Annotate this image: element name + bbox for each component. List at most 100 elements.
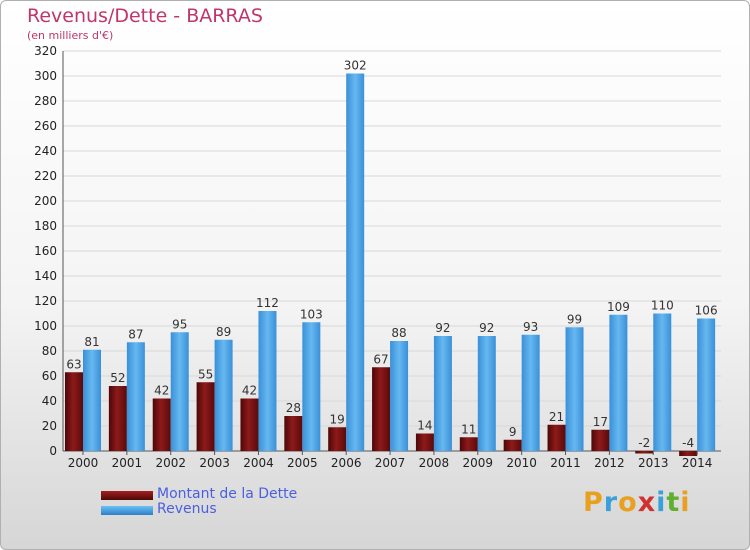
bar-dette: [679, 451, 698, 456]
bar-revenus: [83, 349, 101, 451]
logo-letter: r: [603, 487, 619, 518]
y-tick-label: 40: [42, 394, 57, 408]
bar-revenus: [170, 332, 189, 451]
x-tick-label: 2006: [331, 456, 362, 470]
x-tick-label: 2009: [463, 456, 494, 470]
bar-revenus: [477, 336, 496, 451]
x-tick-label: 2014: [682, 456, 713, 470]
y-tick-label: 280: [34, 94, 57, 108]
bar-dette: [415, 433, 434, 451]
bar-dette: [152, 398, 171, 451]
data-label-revenus: 99: [567, 312, 582, 326]
x-tick-label: 2007: [375, 456, 406, 470]
legend-swatch-revenus: [101, 506, 153, 515]
data-label-dette: 14: [417, 419, 432, 433]
data-label-dette: 42: [242, 384, 257, 398]
data-label-dette: 63: [66, 357, 81, 371]
data-label-dette: 28: [286, 401, 301, 415]
data-label-revenus: 92: [435, 321, 450, 335]
data-label-dette: 67: [373, 352, 388, 366]
bar-revenus: [302, 322, 321, 451]
logo-letter: P: [583, 487, 604, 518]
bar-revenus: [126, 342, 145, 451]
bar-revenus: [697, 318, 716, 451]
data-label-revenus: 302: [344, 59, 367, 73]
x-tick-label: 2000: [68, 456, 99, 470]
y-tick-label: 240: [34, 144, 57, 158]
logo-letter: i: [656, 487, 667, 518]
y-tick-label: 60: [42, 369, 57, 383]
data-label-dette: 52: [110, 371, 125, 385]
x-tick-label: 2005: [287, 456, 318, 470]
chart-title: Revenus/Dette - BARRAS: [27, 5, 263, 27]
bar-revenus: [214, 339, 233, 451]
bar-dette: [284, 416, 303, 451]
legend-swatch-dette: [101, 491, 153, 500]
x-tick-label: 2004: [243, 456, 274, 470]
bar-dette: [547, 424, 566, 451]
data-label-revenus: 103: [300, 307, 323, 321]
y-tick-label: 0: [49, 444, 57, 458]
data-label-dette: -2: [638, 436, 650, 450]
legend-label-dette: Montant de la Dette: [157, 486, 298, 502]
legend-label-revenus: Revenus: [157, 501, 217, 517]
bar-dette: [459, 437, 478, 451]
bar-dette: [591, 429, 610, 451]
data-label-dette: 17: [593, 415, 608, 429]
bar-dette: [65, 372, 83, 451]
data-label-revenus: 112: [256, 296, 279, 310]
y-tick-label: 100: [34, 319, 57, 333]
data-label-revenus: 110: [651, 299, 674, 313]
logo-letter: x: [637, 487, 657, 518]
bar-revenus: [390, 341, 409, 451]
x-tick-label: 2002: [155, 456, 186, 470]
bar-dette: [635, 451, 654, 454]
logo-letter: i: [680, 487, 691, 518]
y-tick-label: 80: [42, 344, 57, 358]
x-tick-label: 2012: [594, 456, 625, 470]
bar-revenus: [565, 327, 584, 451]
bar-revenus: [346, 73, 365, 451]
bar-dette: [503, 439, 522, 451]
x-tick-label: 2013: [638, 456, 669, 470]
y-tick-label: 260: [34, 119, 57, 133]
data-label-revenus: 87: [128, 327, 143, 341]
data-label-revenus: 106: [695, 304, 718, 318]
data-label-revenus: 81: [84, 335, 99, 349]
data-label-dette: 55: [198, 367, 213, 381]
data-label-revenus: 109: [607, 300, 630, 314]
bar-revenus: [653, 313, 672, 451]
bar-dette: [108, 386, 127, 451]
y-tick-label: 300: [34, 69, 57, 83]
x-tick-label: 2003: [199, 456, 230, 470]
bar-dette: [328, 427, 347, 451]
y-tick-label: 160: [34, 244, 57, 258]
y-tick-label: 120: [34, 294, 57, 308]
logo-letter: t: [666, 487, 681, 518]
data-label-dette: -4: [682, 436, 694, 450]
logo-letter: o: [618, 487, 638, 518]
chart-subtitle: (en milliers d'€): [27, 29, 114, 42]
data-label-revenus: 89: [216, 325, 231, 339]
bar-revenus: [433, 336, 452, 451]
y-tick-label: 140: [34, 269, 57, 283]
bar-dette: [240, 398, 259, 451]
bar-dette: [196, 382, 215, 451]
y-tick-label: 220: [34, 169, 57, 183]
data-label-dette: 21: [549, 410, 564, 424]
data-label-revenus: 95: [172, 317, 187, 331]
data-label-revenus: 93: [523, 320, 538, 334]
bar-revenus: [609, 314, 628, 451]
x-tick-label: 2010: [506, 456, 537, 470]
data-label-revenus: 88: [391, 326, 406, 340]
y-tick-label: 320: [34, 44, 57, 58]
y-tick-label: 180: [34, 219, 57, 233]
bar-dette: [372, 367, 391, 451]
data-label-dette: 19: [330, 412, 345, 426]
bar-revenus: [521, 334, 540, 451]
bar-revenus: [258, 311, 277, 451]
data-label-dette: 9: [509, 425, 517, 439]
x-tick-label: 2011: [550, 456, 581, 470]
